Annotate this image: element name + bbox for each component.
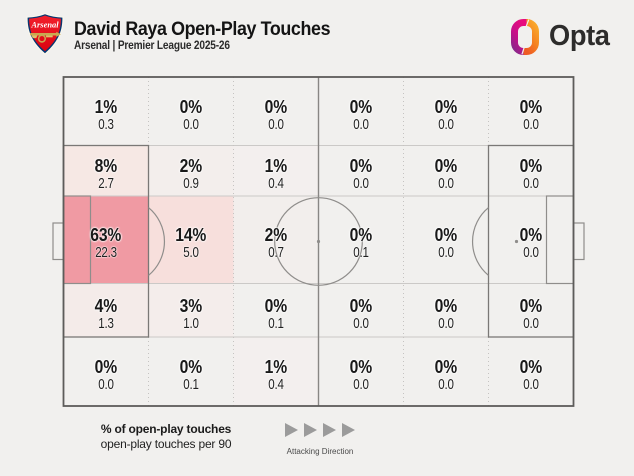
svg-text:Arsenal: Arsenal xyxy=(30,19,59,29)
